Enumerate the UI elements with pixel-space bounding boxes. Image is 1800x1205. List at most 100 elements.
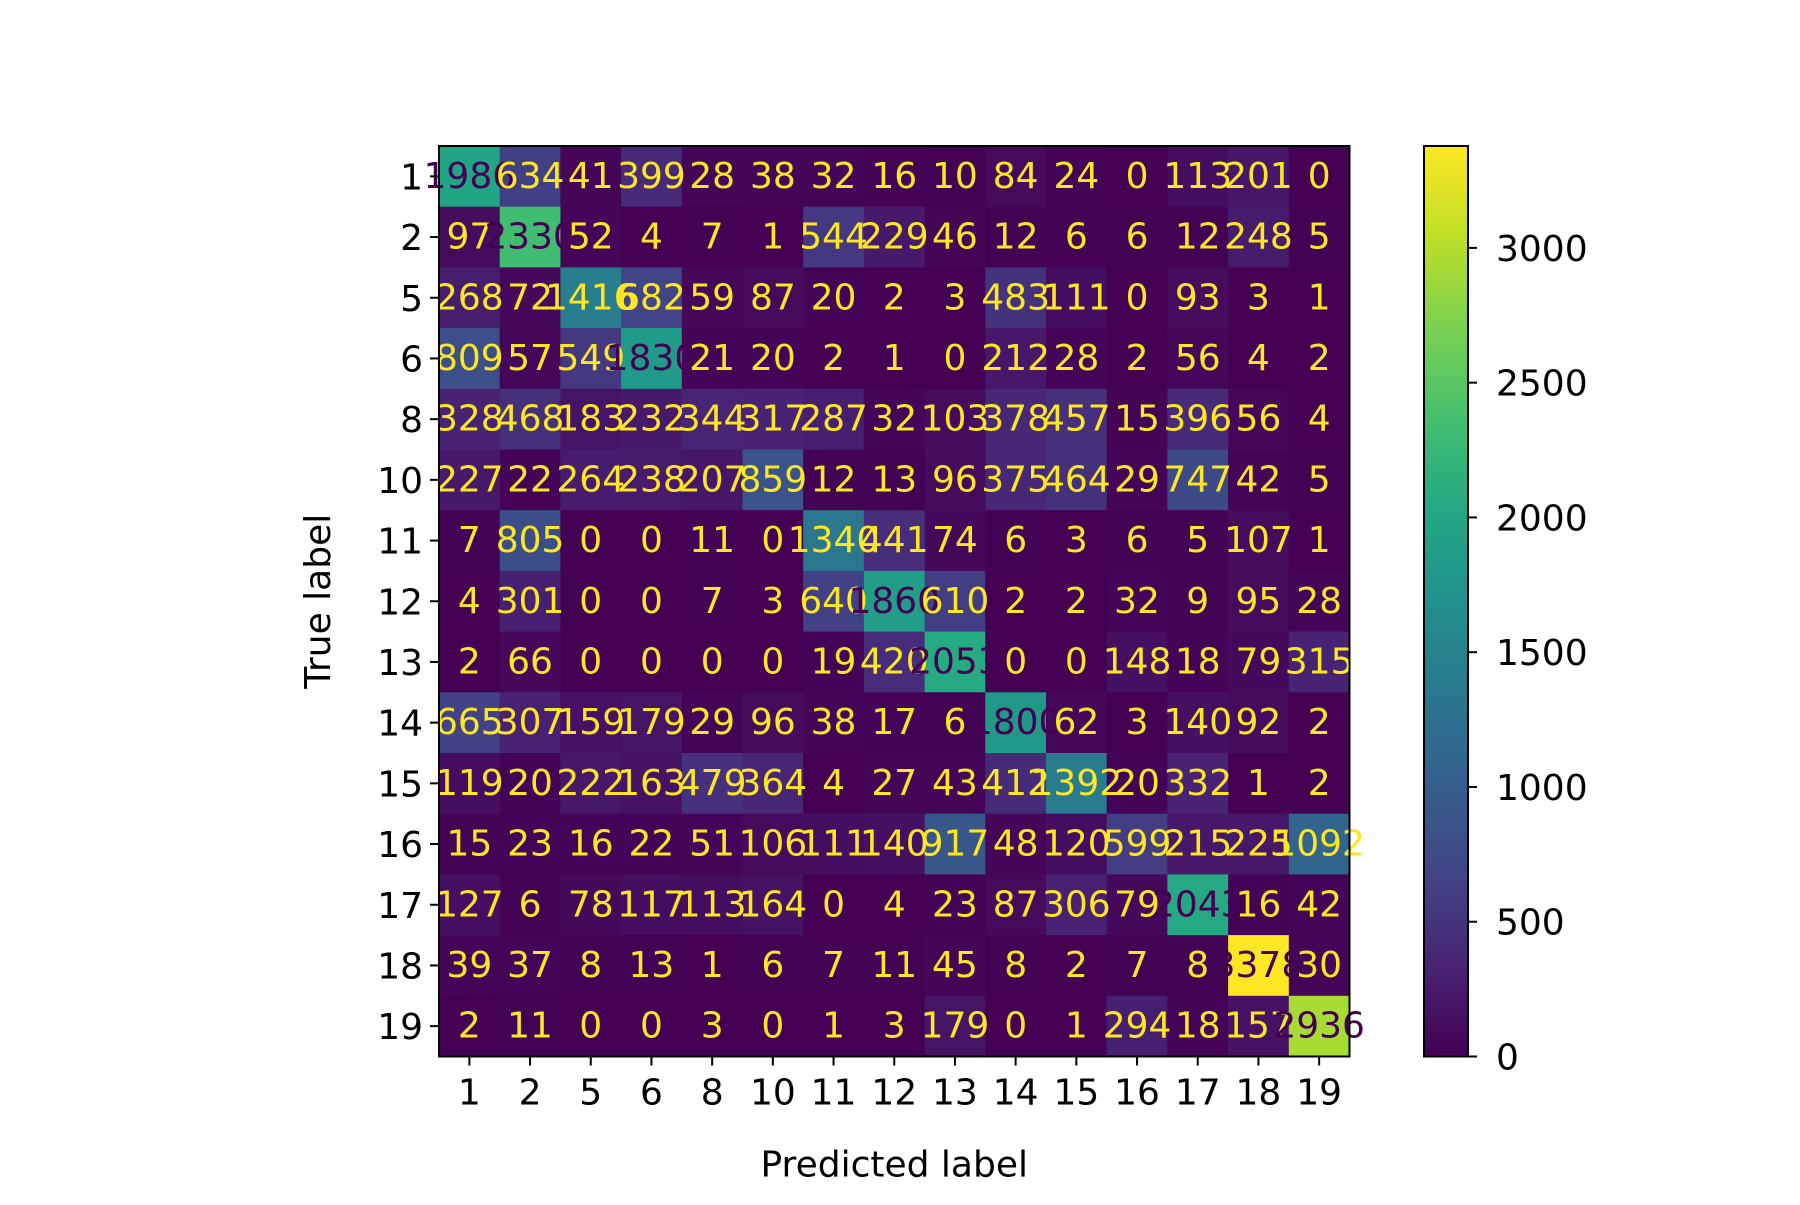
heatmap-cell bbox=[1228, 510, 1290, 572]
cell-value-label: 3 bbox=[1126, 702, 1149, 743]
heatmap-cell bbox=[742, 935, 804, 997]
heatmap-cell bbox=[742, 874, 804, 936]
y-tick-label: 17 bbox=[377, 886, 423, 927]
cell-value-label: 7 bbox=[458, 520, 481, 561]
heatmap-cell bbox=[803, 388, 865, 450]
heatmap-cell bbox=[1106, 328, 1168, 390]
heatmap-cell bbox=[803, 631, 865, 693]
cell-value-label: 682 bbox=[617, 277, 686, 318]
cell-value-label: 66 bbox=[507, 641, 553, 682]
heatmap-cell bbox=[924, 267, 986, 329]
heatmap-cell bbox=[863, 813, 926, 875]
heatmap-cell bbox=[803, 146, 865, 208]
heatmap-cell bbox=[742, 388, 804, 450]
cell-value-label: 93 bbox=[1175, 277, 1221, 318]
heatmap-cell bbox=[985, 631, 1047, 693]
cell-value-label: 78 bbox=[568, 884, 614, 925]
heatmap-cell bbox=[863, 935, 926, 997]
heatmap-cell bbox=[439, 328, 501, 390]
heatmap-cell bbox=[681, 692, 743, 754]
heatmap-cell bbox=[499, 935, 561, 997]
heatmap-cell bbox=[1106, 510, 1168, 572]
heatmap-cell bbox=[1106, 206, 1168, 268]
heatmap-cell bbox=[439, 388, 501, 450]
cell-value-label: 441 bbox=[860, 520, 929, 561]
cell-value-label: 378 bbox=[981, 399, 1050, 440]
heatmap-cell bbox=[985, 753, 1047, 815]
cell-value-label: 1 bbox=[1308, 277, 1331, 318]
heatmap-cell bbox=[439, 510, 501, 572]
heatmap-cell bbox=[985, 267, 1047, 329]
cell-value-label: 0 bbox=[640, 1006, 663, 1047]
heatmap-cell bbox=[681, 328, 743, 390]
cell-value-label: 23 bbox=[507, 824, 553, 865]
heatmap-cell bbox=[863, 328, 926, 390]
cell-value-label: 2330 bbox=[484, 217, 576, 258]
cell-value-label: 18 bbox=[1175, 1006, 1221, 1047]
cell-value-label: 3 bbox=[883, 1006, 906, 1047]
heatmap-cell bbox=[499, 874, 561, 936]
cell-value-label: 117 bbox=[617, 884, 686, 925]
cell-value-label: 96 bbox=[750, 702, 796, 743]
cell-value-label: 2 bbox=[1126, 338, 1149, 379]
cell-value-label: 2043 bbox=[1152, 884, 1244, 925]
x-tick-label: 16 bbox=[1114, 1073, 1160, 1114]
heatmap-cell bbox=[499, 206, 561, 268]
cell-value-label: 41 bbox=[568, 156, 614, 197]
cell-value-label: 859 bbox=[738, 459, 807, 500]
cell-value-label: 479 bbox=[678, 763, 747, 804]
heatmap-cell bbox=[1228, 874, 1290, 936]
heatmap-cell bbox=[1046, 449, 1108, 511]
cell-value-label: 3378 bbox=[1213, 945, 1305, 986]
heatmap-cell bbox=[742, 328, 804, 390]
cell-value-label: 74 bbox=[932, 520, 978, 561]
cell-value-label: 307 bbox=[496, 702, 565, 743]
cell-value-label: 229 bbox=[860, 217, 929, 258]
heatmap-cell bbox=[924, 570, 986, 633]
heatmap-cell bbox=[803, 753, 865, 815]
cell-value-label: 1392 bbox=[1031, 763, 1123, 804]
heatmap-cell bbox=[439, 935, 501, 997]
cell-value-label: 7 bbox=[701, 217, 724, 258]
cell-value-label: 4 bbox=[458, 581, 481, 622]
cell-value-label: 248 bbox=[1224, 217, 1293, 258]
cell-value-label: 268 bbox=[435, 277, 504, 318]
heatmap-cell bbox=[985, 995, 1047, 1057]
x-tick-label: 13 bbox=[932, 1073, 978, 1114]
cell-value-label: 6 bbox=[1126, 217, 1149, 258]
heatmap-cell bbox=[499, 570, 561, 633]
heatmap-cell bbox=[1106, 995, 1168, 1057]
cell-value-label: 6 bbox=[1126, 520, 1149, 561]
cell-value-label: 87 bbox=[750, 277, 796, 318]
heatmap-cell bbox=[1288, 267, 1350, 329]
cell-value-label: 1830 bbox=[606, 338, 698, 379]
heatmap-cell bbox=[1046, 206, 1108, 268]
heatmap-cell bbox=[742, 753, 804, 815]
cell-value-label: 6 bbox=[943, 702, 966, 743]
heatmap-cell bbox=[803, 449, 865, 511]
cell-value-label: 19 bbox=[811, 641, 857, 682]
cell-value-label: 201 bbox=[1224, 156, 1293, 197]
heatmap-cell bbox=[1228, 692, 1290, 754]
cell-value-label: 12 bbox=[811, 459, 857, 500]
cell-value-label: 140 bbox=[1163, 702, 1232, 743]
cell-value-label: 32 bbox=[811, 156, 857, 197]
cell-value-label: 665 bbox=[435, 702, 504, 743]
x-axis-ticks: 1 2 5 6 8 10 11 12 13 14 15 16 17 18 19 bbox=[458, 1056, 1342, 1114]
heatmap-cell bbox=[742, 267, 804, 329]
x-tick-label: 12 bbox=[871, 1073, 917, 1114]
cell-value-label: 10 bbox=[932, 156, 978, 197]
heatmap-cell bbox=[742, 570, 804, 633]
cell-value-label: 92 bbox=[1236, 702, 1282, 743]
heatmap-cell bbox=[985, 388, 1047, 450]
heatmap-cell bbox=[621, 388, 683, 450]
heatmap-cell bbox=[439, 874, 501, 936]
heatmap-cell bbox=[1046, 874, 1108, 936]
heatmap-cell bbox=[1167, 935, 1229, 997]
cell-value-label: 179 bbox=[921, 1006, 990, 1047]
x-tick-label: 10 bbox=[750, 1073, 796, 1114]
heatmap-cell bbox=[621, 146, 683, 208]
heatmap-cell bbox=[1106, 267, 1168, 329]
heatmap-cell bbox=[742, 510, 804, 572]
heatmap-cell bbox=[1167, 631, 1229, 693]
